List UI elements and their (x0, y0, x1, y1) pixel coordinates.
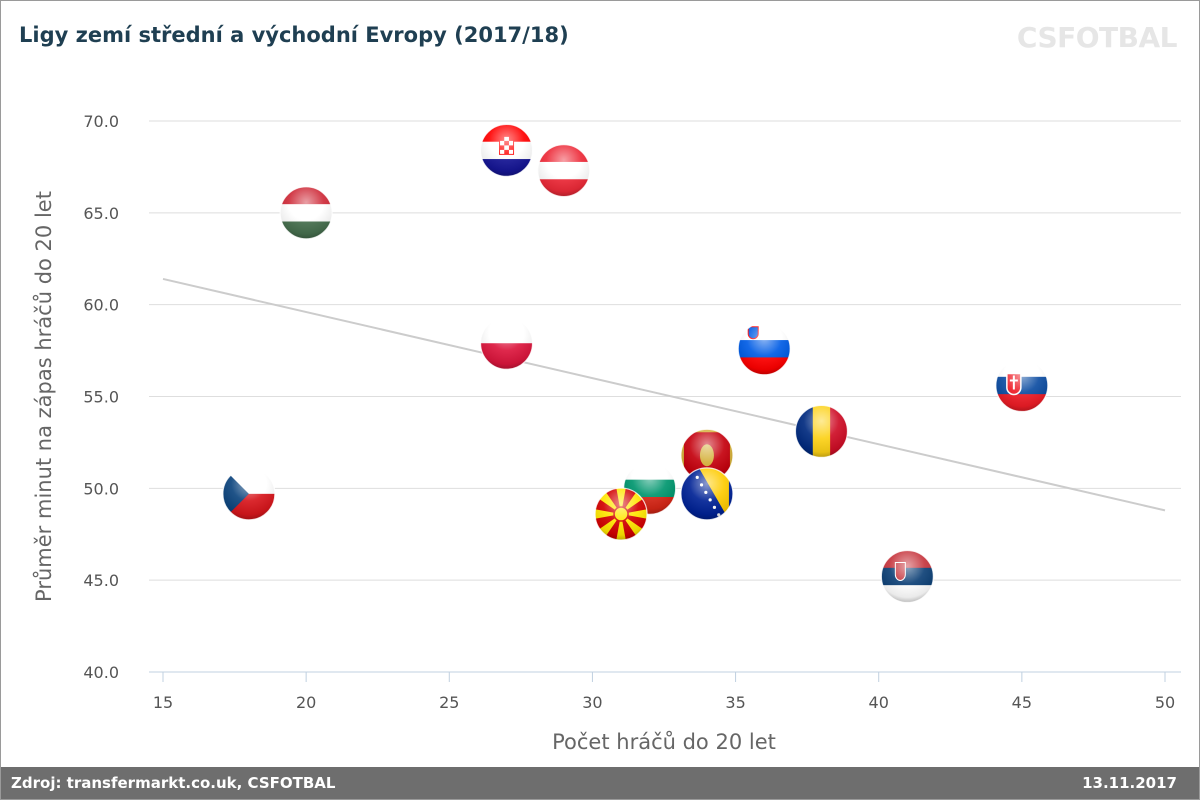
x-axis-title: Počet hráčů do 20 let (552, 730, 776, 754)
footer-bar: Zdroj: transfermarkt.co.uk, CSFOTBAL 13.… (1, 767, 1199, 799)
brand-logo: CSFOTBAL (1016, 21, 1178, 54)
flag-marker-slovenia[interactable] (737, 322, 791, 376)
flag-marker-hungary[interactable] (279, 186, 333, 240)
axis-layer: 40.0 45.0 50.0 55.0 60.0 65.0 70.0 15 20 25 30 35 40… (32, 112, 1181, 754)
x-tick-label: 25 (439, 693, 459, 712)
flag-marker-croatia[interactable] (479, 123, 534, 177)
chart-title: Ligy zemí střední a východní Evropy (201… (19, 23, 569, 47)
flag-marker-romania[interactable] (794, 404, 849, 458)
flag-marker-poland[interactable] (479, 316, 534, 370)
flag-marker-slovakia[interactable] (995, 358, 1049, 413)
y-tick-label: 40.0 (83, 663, 119, 682)
y-tick-label: 65.0 (83, 204, 119, 223)
flag-marker-serbia[interactable] (880, 549, 934, 604)
x-tick-label: 20 (296, 693, 316, 712)
flag-marker-czech-republic[interactable] (222, 467, 276, 521)
x-tick-label: 35 (725, 693, 745, 712)
flag-marker-bosnia-and-herzegovina[interactable] (680, 467, 734, 521)
y-axis-title: Průměr minut na zápas hráčů do 20 let (32, 191, 56, 602)
trend-line (162, 277, 1166, 512)
flag-marker-north-macedonia[interactable] (592, 485, 651, 544)
points-layer (222, 123, 1049, 604)
date-text: 13.11.2017 (1082, 774, 1177, 792)
y-tick-label: 55.0 (83, 388, 119, 407)
y-tick-label: 70.0 (83, 112, 119, 131)
trendline-layer (162, 277, 1166, 512)
x-tick-label: 30 (582, 693, 602, 712)
x-tick-label: 40 (869, 693, 889, 712)
source-text: Zdroj: transfermarkt.co.uk, CSFOTBAL (11, 774, 336, 792)
flag-marker-austria[interactable] (537, 143, 591, 198)
x-tick-label: 50 (1155, 693, 1175, 712)
y-tick-label: 45.0 (83, 571, 119, 590)
scatter-chart: 40.0 45.0 50.0 55.0 60.0 65.0 70.0 15 20 25 30 35 40… (32, 112, 1181, 754)
x-tick-label: 45 (1012, 693, 1032, 712)
x-tick-label: 15 (153, 693, 173, 712)
y-tick-label: 60.0 (83, 296, 119, 315)
y-tick-label: 50.0 (83, 479, 119, 498)
